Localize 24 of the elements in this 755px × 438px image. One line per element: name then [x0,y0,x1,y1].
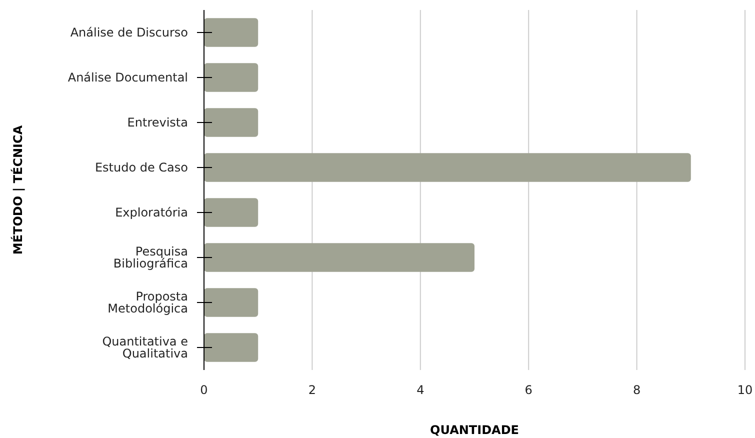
bar [204,243,474,272]
y-tick-label: Proposta Metodológica [108,290,188,316]
x-axis-title: QUANTIDADE [430,423,519,437]
bar [204,153,691,182]
bar [204,63,258,92]
y-tick-label: Entrevista [127,116,188,130]
x-tick-label: 10 [737,383,753,397]
bar [204,288,258,317]
y-axis-title: MÉTODO | TÉCNICA [10,124,25,255]
y-tick-label: Análise Documental [68,70,188,84]
y-tick-label: Pesquisa Bibliográfica [113,244,188,270]
y-tick-label: Exploratória [115,206,188,220]
bar [204,198,258,227]
bar [204,18,258,47]
bar [204,108,258,137]
x-tick-label: 6 [524,383,532,397]
y-tick-label: Quantitativa e Qualitativa [102,334,188,360]
x-tick-label: 4 [416,383,424,397]
y-tick-label: Estudo de Caso [94,160,188,174]
y-tick-label: Análise de Discurso [70,26,188,40]
x-tick-label: 0 [200,383,208,397]
x-tick-label: 2 [308,383,316,397]
x-tick-label: 8 [632,383,641,397]
bar [204,333,258,362]
